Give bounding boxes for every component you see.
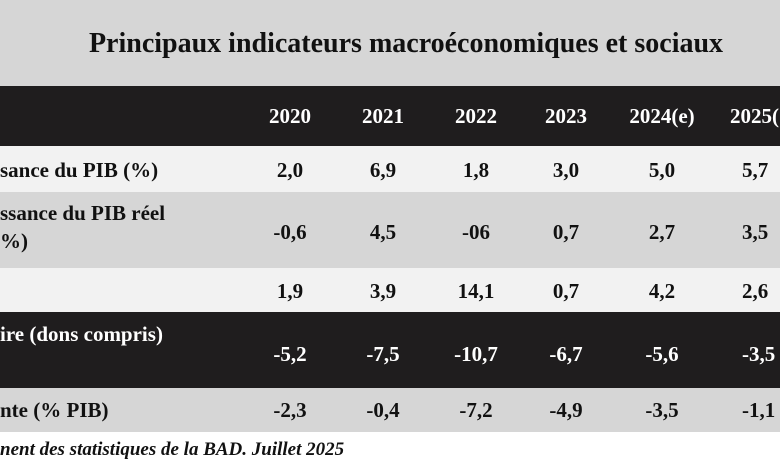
column-header-2023: 2023 <box>545 104 587 128</box>
table-row: sance du PIB (%) 2,0 6,9 1,8 3,0 5,0 5,7 <box>0 146 780 192</box>
table-cell: 1,8 <box>462 158 490 182</box>
table-cell: 2,0 <box>276 158 304 182</box>
table-cell: -3,5 <box>742 342 776 366</box>
table-cell: 2,6 <box>742 279 769 303</box>
row-label: nte (% PIB) <box>0 398 109 422</box>
table-cell: 3,9 <box>369 279 397 303</box>
column-header-2020: 2020 <box>269 104 311 128</box>
table-cell: -7,5 <box>366 342 400 366</box>
table-row: 1,9 3,9 14,1 0,7 4,2 2,6 <box>0 268 780 312</box>
table-cell: 1,9 <box>276 279 304 303</box>
title-band: Principaux indicateurs macroéconomiques … <box>0 0 780 86</box>
page-title: Principaux indicateurs macroéconomiques … <box>88 28 724 59</box>
table-cell: -4,9 <box>549 398 583 422</box>
column-header-2022: 2022 <box>455 104 497 128</box>
table-cell: -2,3 <box>273 398 307 422</box>
table-row: ire (dons compris) -5,2 -7,5 -10,7 -6,7 … <box>0 312 780 388</box>
table-cell: 0,7 <box>552 279 580 303</box>
table-row: ssance du PIB réel %) -0,6 4,5 -06 0,7 2… <box>0 192 780 268</box>
source-note: nent des statistiques de la BAD. Juillet… <box>0 439 345 460</box>
table-cell: 4,2 <box>648 279 676 303</box>
table-header-row: 2020 2021 2022 2023 2024(e) 2025( <box>0 86 780 146</box>
table-row: nte (% PIB) -2,3 -0,4 -7,2 -4,9 -3,5 -1,… <box>0 388 780 432</box>
column-header-2024: 2024(e) <box>629 104 695 128</box>
table-cell: -3,5 <box>645 398 679 422</box>
row-label-continued: %) <box>0 229 28 253</box>
table-cell: -6,7 <box>549 342 583 366</box>
table-cell: -06 <box>462 220 490 244</box>
row-label: sance du PIB (%) <box>0 158 159 182</box>
table-cell: 3,5 <box>742 220 769 244</box>
table-cell: 4,5 <box>369 220 397 244</box>
table-cell: -1,1 <box>742 398 776 422</box>
table-cell: 0,7 <box>552 220 580 244</box>
table-cell: 3,0 <box>552 158 580 182</box>
table-cell: -5,6 <box>645 342 679 366</box>
table-cell: 5,7 <box>742 158 769 182</box>
row-label: ssance du PIB réel <box>0 201 166 225</box>
table-cell: 14,1 <box>457 279 495 303</box>
row-label: ire (dons compris) <box>0 322 163 346</box>
table-cell: 6,9 <box>369 158 397 182</box>
table-cell: -5,2 <box>273 342 307 366</box>
table-cell: -10,7 <box>454 342 498 366</box>
column-header-2025: 2025( <box>730 104 779 128</box>
table-cell: 5,0 <box>648 158 676 182</box>
table-cell: 2,7 <box>648 220 676 244</box>
column-header-2021: 2021 <box>362 104 404 128</box>
table-cell: -0,4 <box>366 398 400 422</box>
table-cell: -0,6 <box>273 220 307 244</box>
table-cell: -7,2 <box>459 398 493 422</box>
